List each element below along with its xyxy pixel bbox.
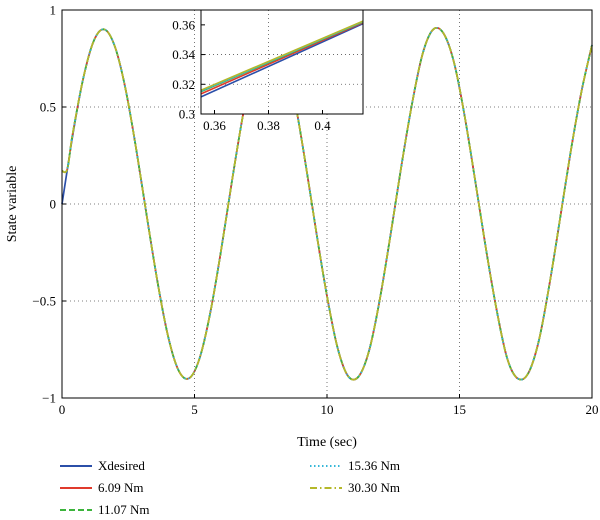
y-tick-label: 0.34 [172, 47, 195, 62]
x-tick-label: 0.36 [203, 118, 226, 133]
inset-series-lines [200, 20, 364, 98]
x-tick-label: 0.38 [257, 118, 280, 133]
main-series-lines [61, 26, 593, 381]
x-axis-title: Time (sec) [297, 435, 357, 450]
y-tick-label: 1 [50, 3, 57, 18]
legend-label: Xdesired [98, 458, 145, 473]
y-tick-label: −0.5 [32, 294, 56, 309]
y-tick-label: 0.3 [179, 107, 195, 122]
main-ticks: 0 5 10 15 20 −1 −0.5 0 0.5 1 [32, 3, 598, 418]
x-tick-label: 5 [191, 402, 198, 417]
legend: Xdesired 6.09 Nm 11.07 Nm 15.36 Nm 30.30 Nm [60, 458, 400, 517]
series-line-4 [61, 26, 593, 381]
legend-entry: 11.07 Nm [60, 502, 150, 517]
x-tick-label: 15 [453, 402, 466, 417]
legend-label: 15.36 Nm [348, 458, 400, 473]
x-tick-label: 10 [321, 402, 334, 417]
legend-label: 6.09 Nm [98, 480, 144, 495]
inset-ticks: 0.36 0.38 0.4 0.3 0.32 0.34 0.36 [172, 17, 331, 133]
inset-zoom: 0.36 0.38 0.4 0.3 0.32 0.34 0.36 [172, 9, 364, 133]
inset-frame [200, 9, 364, 115]
y-tick-label: 0.36 [172, 17, 195, 32]
y-tick-label: 0 [50, 197, 57, 212]
y-axis-title: State variable [5, 166, 20, 243]
legend-entry: 6.09 Nm [60, 480, 144, 495]
inset-background [201, 10, 363, 114]
x-tick-label: 0.4 [314, 118, 331, 133]
legend-label: 30.30 Nm [348, 480, 400, 495]
x-tick-label: 20 [586, 402, 599, 417]
series-line-4 [200, 20, 364, 91]
legend-label: 11.07 Nm [98, 502, 150, 517]
y-tick-label: 0.5 [40, 100, 56, 115]
y-tick-label: −1 [42, 391, 56, 406]
legend-entry: 30.30 Nm [310, 480, 400, 495]
legend-entry: 15.36 Nm [310, 458, 400, 473]
x-tick-label: 0 [59, 402, 66, 417]
series-line-1 [200, 21, 364, 95]
y-tick-label: 0.32 [172, 77, 195, 92]
legend-entry: Xdesired [60, 458, 145, 473]
series-line-0 [200, 22, 364, 98]
